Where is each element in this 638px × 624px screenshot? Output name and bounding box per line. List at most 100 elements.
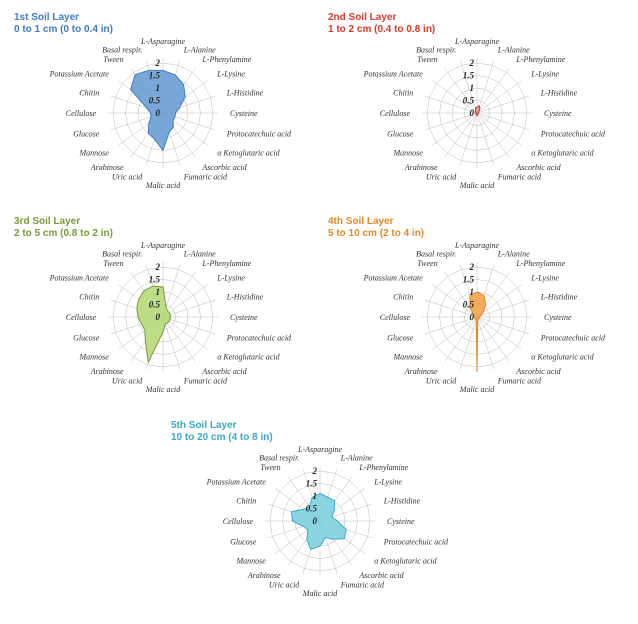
axis-label: Tween xyxy=(417,55,437,64)
axis-label: Protocatechuic acid xyxy=(540,334,606,343)
tick-label: 2 xyxy=(155,58,161,68)
axis-label: Basal respir. xyxy=(416,249,456,258)
axis-label: Mannose xyxy=(78,352,109,361)
axis-label: Glucose xyxy=(387,130,414,139)
chart-title-line2: 1 to 2 cm (0.4 to 0.8 in) xyxy=(328,24,435,36)
axis-label: Cysteine xyxy=(544,109,572,118)
tick-label: 0 xyxy=(470,108,475,118)
axis-label: Basal respir. xyxy=(416,45,456,54)
axis-label: Malic acid xyxy=(459,385,495,394)
chart-title-line1: 4th Soil Layer xyxy=(328,216,394,227)
axis-label: Cellulose xyxy=(380,313,411,322)
chart-title: 2nd Soil Layer1 to 2 cm (0.4 to 0.8 in) xyxy=(328,12,435,36)
axis-label: Chitin xyxy=(236,496,256,505)
tick-label: 1.5 xyxy=(306,479,318,489)
axis-label: L-Lysine xyxy=(530,70,559,79)
chart-title: 4th Soil Layer5 to 10 cm (2 to 4 in) xyxy=(328,216,424,240)
axis-label: Mannose xyxy=(235,556,266,565)
axis-label: Uric acid xyxy=(269,581,300,590)
tick-label: 1.5 xyxy=(149,71,161,81)
chart-title-line2: 10 to 20 cm (4 to 8 in) xyxy=(171,432,273,444)
axis-label: Tween xyxy=(417,259,437,268)
axis-label: Arabinose xyxy=(404,367,438,376)
axis-label: Protocatechuic acid xyxy=(226,130,292,139)
axis-label: Mannose xyxy=(392,352,423,361)
axis-label: Protocatechuic acid xyxy=(226,334,292,343)
chart-grid: 1st Soil Layer0 to 1 cm (0 to 0.4 in) L-A… xyxy=(8,8,630,616)
chart-5: 5th Soil Layer10 to 20 cm (4 to 8 in) L-A… xyxy=(165,416,475,616)
axis-label: Chitin xyxy=(393,292,413,301)
tick-label: 1.5 xyxy=(463,71,475,81)
axis-label: Chitin xyxy=(79,88,99,97)
tick-label: 1 xyxy=(156,83,161,93)
chart-title: 1st Soil Layer0 to 1 cm (0 to 0.4 in) xyxy=(14,12,113,36)
tick-label: 0.5 xyxy=(306,504,318,514)
axis-label: L-Lysine xyxy=(216,70,245,79)
tick-label: 0 xyxy=(470,312,475,322)
axis-label: Cellulose xyxy=(380,109,411,118)
tick-label: 1 xyxy=(470,287,475,297)
axis-label: Malic acid xyxy=(302,589,338,598)
axis-label: L-Histidine xyxy=(226,88,264,97)
axis-label: Arabinose xyxy=(404,163,438,172)
axis-label: Potassium Acetate xyxy=(49,70,110,79)
axis-label: L-Histidine xyxy=(540,88,578,97)
axis-label: Protocatechuic acid xyxy=(540,130,606,139)
tick-label: 0.5 xyxy=(149,96,161,106)
axis-label: L-Asparagine xyxy=(297,445,342,454)
axis-label: Chitin xyxy=(79,292,99,301)
axis-label: Fumaric acid xyxy=(183,173,228,182)
chart-title-line2: 2 to 5 cm (0.8 to 2 in) xyxy=(14,228,113,240)
axis-label: L-Lysine xyxy=(216,274,245,283)
tick-label: 2 xyxy=(469,262,475,272)
chart-title-line1: 5th Soil Layer xyxy=(171,420,237,431)
chart-title-line1: 2nd Soil Layer xyxy=(328,12,396,23)
tick-label: 2 xyxy=(155,262,161,272)
axis-label: Glucose xyxy=(73,334,100,343)
tick-label: 2 xyxy=(312,466,318,476)
axis-label: L-Asparagine xyxy=(140,37,185,46)
axis-label: Malic acid xyxy=(459,181,495,190)
axis-label: Basal respir. xyxy=(102,45,142,54)
axis-label: Ascorbic acid xyxy=(201,367,247,376)
axis-label: L-Phenylamine xyxy=(358,463,408,472)
axis-label: Fumaric acid xyxy=(183,377,228,386)
axis-label: Malic acid xyxy=(145,385,181,394)
axis-label: L-Phenylamine xyxy=(201,259,251,268)
axis-label: L-Phenylamine xyxy=(201,55,251,64)
axis-label: Arabinose xyxy=(247,571,281,580)
tick-label: 0 xyxy=(156,108,161,118)
axis-label: α Ketoglutaric acid xyxy=(374,556,437,565)
axis-label: Tween xyxy=(260,463,280,472)
axis-label: Tween xyxy=(103,259,123,268)
tick-label: 1 xyxy=(313,491,318,501)
axis-label: Potassium Acetate xyxy=(206,478,267,487)
axis-label: L-Alanine xyxy=(183,249,216,258)
axis-label: Mannose xyxy=(78,148,109,157)
axis-label: Tween xyxy=(103,55,123,64)
chart-title-line2: 5 to 10 cm (2 to 4 in) xyxy=(328,228,424,240)
axis-label: Potassium Acetate xyxy=(363,70,424,79)
axis-label: L-Phenylamine xyxy=(515,259,565,268)
axis-label: L-Lysine xyxy=(530,274,559,283)
tick-label: 0.5 xyxy=(149,300,161,310)
axis-label: Chitin xyxy=(393,88,413,97)
axis-label: Cellulose xyxy=(66,109,97,118)
axis-label: Basal respir. xyxy=(259,453,299,462)
axis-label: Uric acid xyxy=(112,377,143,386)
axis-label: L-Phenylamine xyxy=(515,55,565,64)
axis-label: Glucose xyxy=(73,130,100,139)
tick-label: 2 xyxy=(469,58,475,68)
axis-label: L-Lysine xyxy=(373,478,402,487)
chart-title-line1: 3rd Soil Layer xyxy=(14,216,80,227)
axis-label: α Ketoglutaric acid xyxy=(531,352,594,361)
axis-label: Protocatechuic acid xyxy=(383,538,449,547)
axis-label: Cysteine xyxy=(387,517,415,526)
axis-label: Ascorbic acid xyxy=(201,163,247,172)
chart-title: 5th Soil Layer10 to 20 cm (4 to 8 in) xyxy=(171,420,273,444)
tick-label: 0.5 xyxy=(463,96,475,106)
tick-label: 1.5 xyxy=(149,275,161,285)
axis-label: Uric acid xyxy=(426,377,457,386)
axis-label: L-Asparagine xyxy=(140,241,185,250)
tick-label: 0 xyxy=(313,516,318,526)
